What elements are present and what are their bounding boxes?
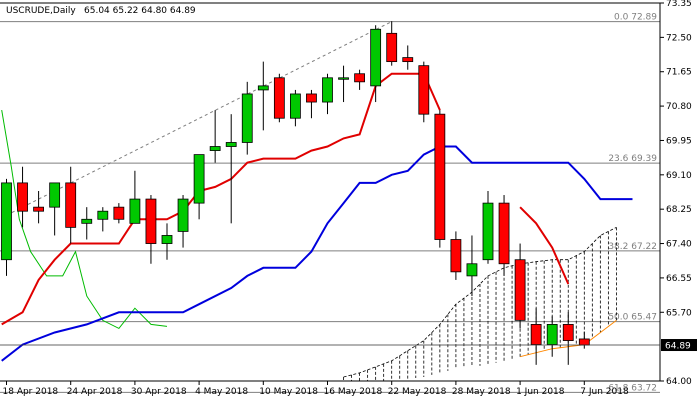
- candle-bearish: [65, 182, 77, 228]
- candle-bullish: [49, 182, 61, 208]
- candle-bullish: [225, 142, 237, 147]
- axes: 73.35 72.50 71.65 70.80 69.95 69.10 68.25 67.40…: [0, 0, 697, 397]
- y-tick-label: 70.80: [666, 102, 692, 112]
- chikou-line: [1, 110, 168, 330]
- candlesticks: [1, 21, 590, 365]
- candle-bullish: [81, 218, 93, 224]
- candle-bearish: [418, 65, 430, 115]
- x-tick-label: 16 May 2018: [324, 387, 383, 397]
- candle-bullish: [466, 263, 478, 277]
- y-tick-label: 71.65: [666, 68, 692, 78]
- candle-bullish: [177, 198, 189, 232]
- candle-bullish: [1, 182, 12, 261]
- candle-bullish: [161, 235, 173, 244]
- candle-bearish: [386, 32, 398, 63]
- y-tick-label: 66.55: [666, 274, 692, 284]
- candle-bearish: [514, 259, 526, 321]
- fib-level-label: 61.8 63.72: [608, 383, 657, 393]
- candle-bearish: [498, 202, 510, 265]
- candle-bullish: [97, 210, 109, 220]
- x-tick-label: 1 Jun 2018: [516, 387, 565, 397]
- candle-bearish: [354, 73, 366, 83]
- candle-bearish: [450, 239, 462, 273]
- candle-bullish: [209, 146, 221, 151]
- fib-level-label: 23.6 69.39: [608, 154, 657, 164]
- x-tick-label: 18 Apr 2018: [3, 387, 59, 397]
- chart-title: USCRUDE,Daily: [6, 6, 76, 16]
- x-tick-label: 10 May 2018: [259, 387, 318, 397]
- candle-bullish: [546, 324, 558, 346]
- candle-bearish: [145, 198, 157, 244]
- x-tick-label: 4 May 2018: [195, 387, 248, 397]
- candle-bearish: [33, 206, 44, 212]
- candle-bearish: [434, 113, 446, 240]
- candle-bullish: [322, 77, 333, 103]
- fib-level-label: 50.0 65.47: [608, 313, 657, 323]
- x-tick-label: 22 May 2018: [388, 387, 447, 397]
- y-tick-label: 73.35: [666, 0, 692, 9]
- candle-bearish: [402, 57, 414, 63]
- last-price-label: 64.89: [665, 342, 691, 352]
- y-tick-label: 65.70: [666, 308, 692, 318]
- y-tick-label: 64.00: [666, 377, 692, 387]
- x-tick-label: 30 Apr 2018: [131, 387, 187, 397]
- tenkan-line-tail: [519, 206, 570, 285]
- candle-bullish: [193, 154, 205, 204]
- tenkan-line: [1, 72, 441, 326]
- x-tick-label: 28 May 2018: [452, 387, 511, 397]
- y-tick-label: 72.50: [666, 33, 692, 43]
- y-tick-label: 67.40: [666, 240, 692, 250]
- candle-bullish: [129, 198, 141, 224]
- candle-bullish: [241, 93, 253, 143]
- y-tick-label: 68.25: [666, 205, 692, 215]
- cloud-span-a: [343, 227, 617, 378]
- candle-bearish: [530, 324, 542, 346]
- fib-level-label: 0.0 72.89: [614, 13, 657, 23]
- candle-bearish: [273, 77, 285, 119]
- candle-bullish: [289, 93, 301, 119]
- candle-bearish: [578, 338, 590, 346]
- candle-bearish: [17, 182, 28, 212]
- last-price-tag: [661, 339, 697, 352]
- candle-bearish: [113, 206, 125, 220]
- kijun-line: [1, 145, 633, 362]
- indicator-lines: [1, 72, 633, 362]
- ohlc-readout: 65.04 65.22 64.80 64.89: [84, 6, 196, 16]
- candle-bullish: [338, 77, 349, 80]
- y-tick-label: 69.10: [666, 171, 692, 181]
- x-tick-label: 7 Jun 2018: [580, 387, 629, 397]
- candle-bullish: [257, 85, 269, 91]
- candle-bearish: [562, 324, 574, 341]
- fib-level-label: 38.2 67.22: [608, 242, 657, 252]
- x-tick-label: 24 Apr 2018: [67, 387, 123, 397]
- candle-bearish: [306, 93, 317, 103]
- candle-bullish: [482, 202, 494, 261]
- candle-bullish: [370, 28, 382, 87]
- y-tick-label: 69.95: [666, 136, 692, 146]
